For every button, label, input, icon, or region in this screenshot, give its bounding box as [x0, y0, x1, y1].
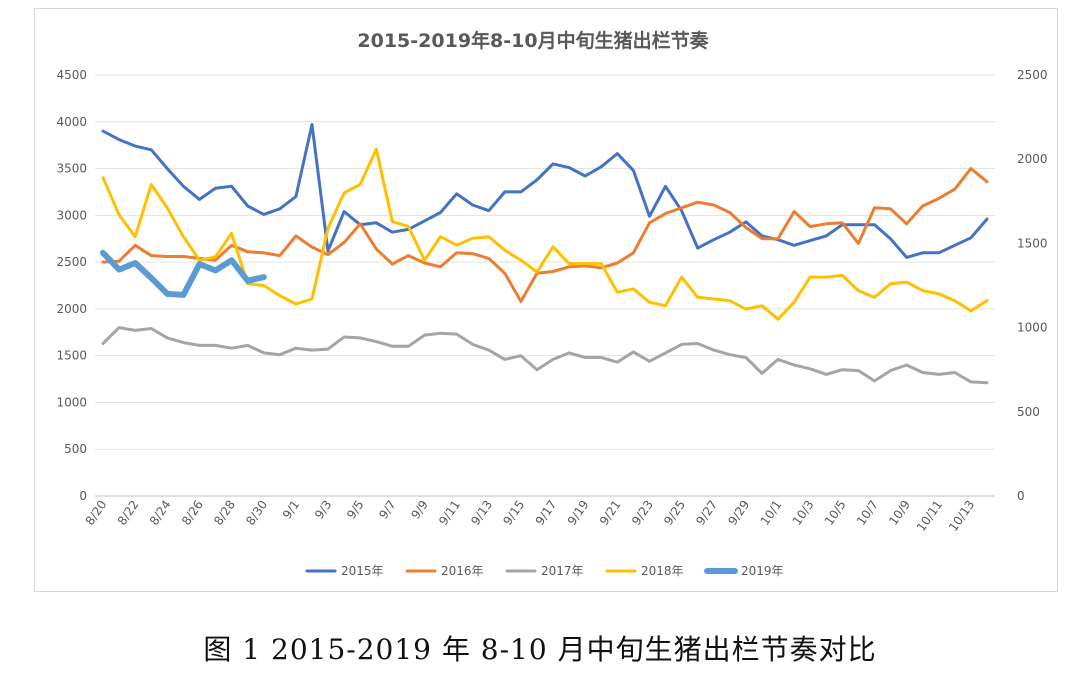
x-tick-label: 10/13: [946, 498, 977, 534]
y-tick-label-left: 3500: [56, 162, 87, 176]
y-tick-label-right: 500: [1017, 405, 1040, 419]
legend-label: 2018年: [641, 564, 684, 578]
x-tick-label: 9/15: [500, 498, 527, 528]
x-tick-label: 10/5: [822, 498, 849, 528]
x-tick-label: 8/30: [243, 498, 270, 528]
x-tick-label: 9/7: [376, 498, 399, 522]
x-tick-label: 9/1: [280, 498, 303, 522]
series-line: [100, 249, 267, 298]
x-tick-label: 8/26: [179, 498, 206, 528]
y-tick-label-left: 2000: [56, 302, 87, 316]
figure-caption: 图 1 2015-2019 年 8-10 月中旬生猪出栏节奏对比: [203, 633, 877, 666]
series-line: [101, 326, 989, 385]
y-tick-label-left: 500: [64, 442, 87, 456]
legend-label: 2016年: [441, 564, 484, 578]
y-tick-label-right: 1000: [1017, 321, 1048, 335]
x-tick-label: 9/3: [312, 498, 335, 522]
y-axis-left: 0 500 1000 1500 2000 2500 3000 3500 4000 4500: [56, 68, 87, 503]
series-lines: [100, 123, 989, 385]
y-tick-label-left: 2500: [56, 255, 87, 269]
x-tick-label: 9/27: [693, 498, 720, 528]
y-tick-label-left: 4000: [56, 115, 87, 129]
x-axis: 8/20 8/22 8/24 8/26 8/28 8/30 9/1 9/3 9/5 9/7 9/9 9…: [83, 498, 978, 534]
x-tick-label: 9/9: [408, 498, 431, 522]
y-tick-label-left: 1000: [56, 395, 87, 409]
x-tick-label: 10/3: [790, 498, 817, 528]
y-tick-label-left: 1500: [56, 349, 87, 363]
y-tick-label-right: 2500: [1017, 68, 1048, 82]
x-tick-label: 10/11: [914, 498, 945, 534]
y-tick-label-left: 0: [79, 489, 87, 503]
x-tick-label: 8/22: [115, 498, 142, 528]
x-tick-label: 9/13: [468, 498, 495, 528]
y-axis-right: 0 500 1000 1500 2000 2500: [1017, 68, 1048, 503]
legend-label: 2015年: [341, 564, 384, 578]
x-tick-label: 10/1: [758, 498, 785, 528]
series-line: [101, 147, 989, 321]
x-tick-label: 9/23: [629, 498, 656, 528]
legend-label: 2019年: [741, 564, 784, 578]
y-tick-label-right: 1500: [1017, 236, 1048, 250]
x-tick-label: 9/21: [597, 498, 624, 528]
x-tick-label: 9/11: [436, 498, 463, 528]
y-tick-label-left: 4500: [56, 68, 87, 82]
legend: 2015年 2016年 2017年 2018年 2019年: [305, 564, 784, 578]
y-tick-label-left: 3000: [56, 208, 87, 222]
x-tick-label: 8/24: [147, 498, 174, 528]
series-line: [101, 167, 989, 303]
chart-frame: 2015-2019年8-10月中旬生猪出栏节奏 0 500 1000 1500 2000…: [34, 8, 1058, 592]
x-tick-label: 9/25: [661, 498, 688, 528]
x-tick-label: 10/9: [886, 498, 913, 528]
grid-lines: [95, 74, 995, 497]
y-tick-label-right: 0: [1017, 489, 1025, 503]
legend-label: 2017年: [541, 564, 584, 578]
x-tick-label: 9/29: [725, 498, 752, 528]
x-tick-label: 8/28: [211, 498, 238, 528]
x-tick-label: 9/17: [533, 498, 560, 528]
x-tick-label: 10/7: [854, 498, 881, 528]
x-tick-label: 9/19: [565, 498, 592, 528]
x-tick-label: 9/5: [344, 498, 367, 522]
chart-title: 2015-2019年8-10月中旬生猪出栏节奏: [357, 29, 709, 52]
y-tick-label-right: 2000: [1017, 152, 1048, 166]
line-chart: 2015-2019年8-10月中旬生猪出栏节奏 0 500 1000 1500 2000…: [56, 29, 1048, 578]
series-line: [101, 123, 989, 259]
